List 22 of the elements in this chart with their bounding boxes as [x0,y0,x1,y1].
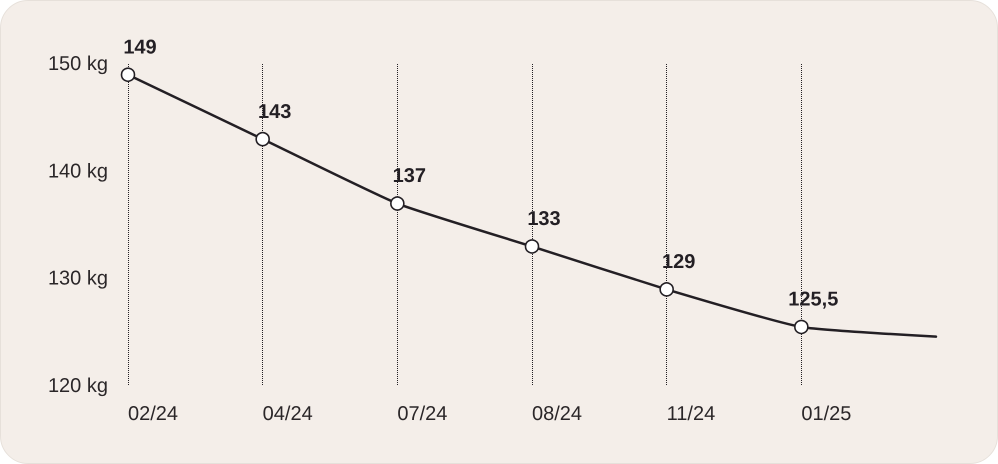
x-tick-label: 02/24 [128,403,178,425]
data-label: 129 [662,251,696,274]
data-label: 143 [258,100,292,123]
data-label: 137 [392,165,426,188]
point [524,239,540,254]
data-label: 125,5 [788,288,838,311]
x-tick-label: 04/24 [262,403,313,425]
point [120,67,136,82]
point [390,196,405,211]
point [794,320,809,334]
x-tick-label: 01/25 [801,403,852,425]
y-tick-label: 150 kg [48,53,108,75]
x-tick-label: 11/24 [666,403,716,425]
data-label: 149 [123,36,157,58]
y-tick-label: 130 kg [48,268,108,290]
point [255,132,270,146]
y-tick-label: 120 kg [48,375,108,397]
x-tick-label: 08/24 [532,403,582,425]
y-tick-label: 140 kg [48,160,108,182]
point [659,282,674,297]
x-tick-label: 07/24 [397,403,448,425]
data-label: 133 [527,208,561,230]
